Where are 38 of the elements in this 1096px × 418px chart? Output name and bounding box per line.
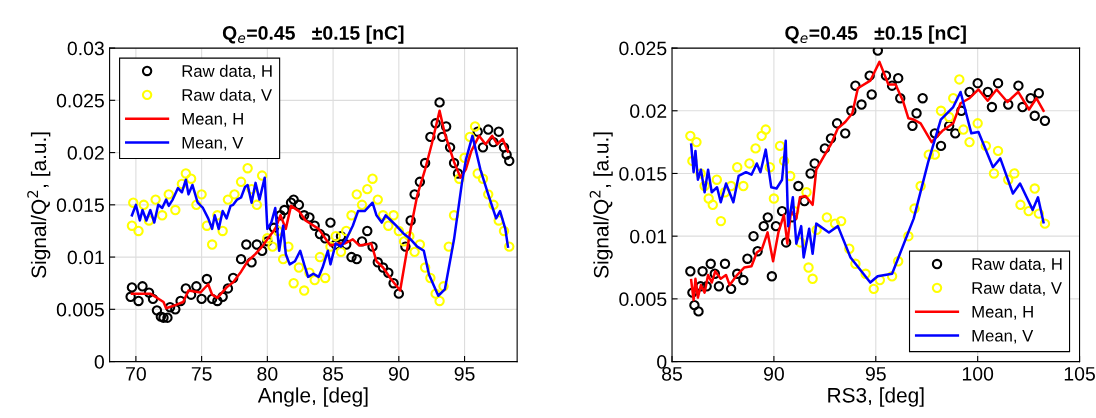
y-tick-label: 0.02 (630, 104, 667, 119)
y-tick-label: 0.005 (619, 292, 667, 307)
y-tick-label: 0.015 (619, 166, 667, 181)
legend-label: Mean, H (182, 113, 243, 127)
x-tick-label: 80 (257, 366, 278, 381)
x-tick-label: 90 (388, 366, 409, 381)
y-axis-title: Signal/Q$^{2}$, [a.u.] (27, 132, 51, 278)
chart-title: Q$_{e}$=0.45 ±0.15 [nC] (222, 25, 404, 44)
y-tick-label: 0.025 (619, 41, 667, 56)
x-tick-label: 70 (126, 366, 146, 381)
chart-title: Q$_{e}$=0.45 ±0.15 [nC] (785, 25, 966, 44)
legend-label: Raw data, H (972, 257, 1062, 272)
y-tick-label: 0.005 (56, 302, 104, 317)
y-tick-label: 0.01 (67, 250, 104, 265)
legend-label: Mean, V (182, 136, 244, 151)
legend-label: Raw data, V (182, 88, 272, 103)
x-tick-label: 95 (454, 366, 475, 381)
y-tick-label: 0.03 (67, 41, 104, 56)
legend-label: Mean, V (972, 329, 1034, 344)
x-tick-label: 105 (1064, 366, 1095, 381)
y-tick-label: 0.015 (56, 198, 104, 213)
y-tick-label: 0.025 (56, 93, 104, 108)
x-tick-label: 90 (764, 366, 784, 381)
legend-label: Mean, H (972, 306, 1033, 320)
y-tick-label: 0.02 (67, 146, 104, 160)
y-tick-label: 0.01 (630, 229, 667, 244)
x-tick-label: 85 (662, 366, 683, 381)
legend-label: Raw data, V (972, 281, 1062, 296)
y-tick-label: 0 (657, 355, 667, 369)
x-tick-label: 100 (962, 366, 994, 381)
x-axis-title: Angle, [deg] (257, 387, 368, 407)
x-tick-label: 75 (191, 367, 212, 381)
y-tick-label: 0 (94, 355, 104, 369)
x-axis-title: RS3, [deg] (828, 387, 924, 407)
y-axis-title: Signal/Q$^{2}$, [a.u.] (589, 132, 613, 278)
x-tick-label: 95 (865, 366, 886, 381)
x-tick-label: 85 (323, 366, 344, 381)
legend-label: Raw data, H (182, 64, 272, 79)
